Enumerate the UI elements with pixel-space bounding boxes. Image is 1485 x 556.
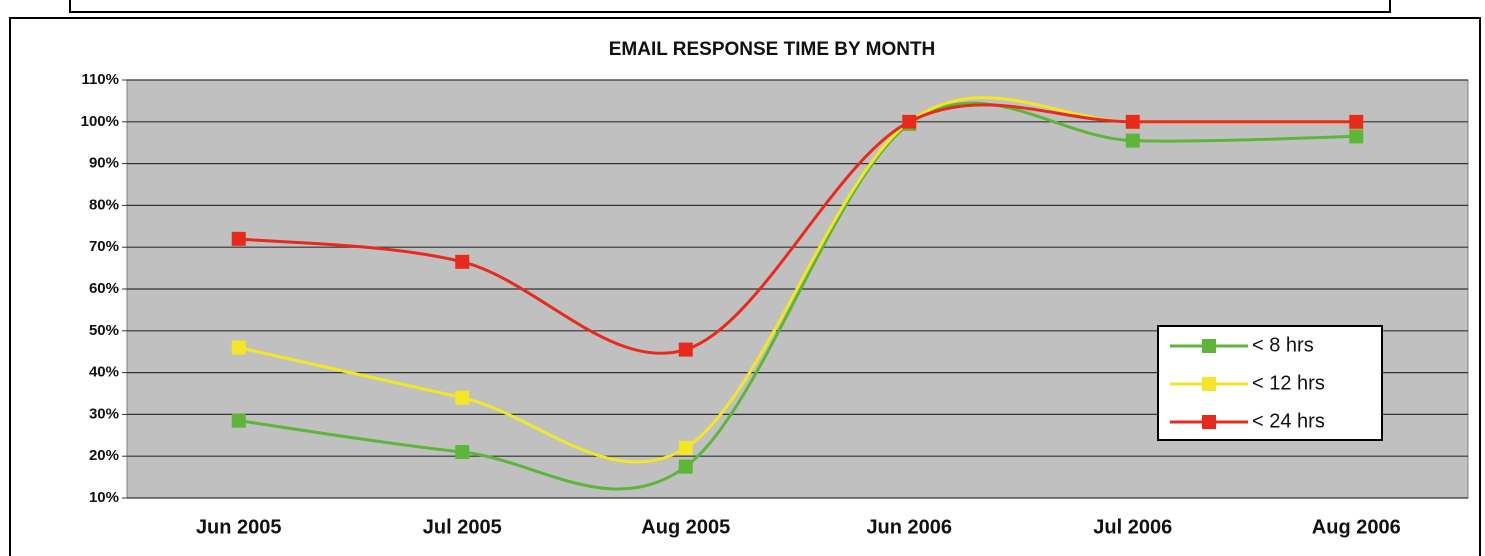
x-tick-label: Jul 2005 bbox=[423, 516, 502, 538]
data-point bbox=[455, 445, 470, 460]
y-tick-label: 80% bbox=[89, 196, 119, 213]
legend-label: < 24 hrs bbox=[1252, 410, 1325, 432]
y-tick-label: 40% bbox=[89, 364, 119, 381]
x-tick-label: Jul 2006 bbox=[1093, 516, 1172, 538]
data-point bbox=[902, 114, 917, 129]
y-tick-label: 20% bbox=[89, 447, 119, 464]
series-line bbox=[238, 103, 1357, 355]
chart-title: EMAIL RESPONSE TIME BY MONTH bbox=[609, 39, 936, 60]
legend-marker bbox=[1202, 339, 1216, 353]
y-tick-label: 70% bbox=[89, 238, 119, 255]
data-point bbox=[1349, 114, 1364, 129]
data-point bbox=[1125, 133, 1140, 148]
data-point bbox=[455, 390, 470, 405]
top-frame bbox=[69, 0, 1391, 13]
data-point bbox=[231, 413, 246, 428]
x-tick-label: Aug 2006 bbox=[1312, 516, 1401, 538]
data-point bbox=[455, 254, 470, 269]
y-tick-label: 110% bbox=[81, 71, 119, 88]
data-point bbox=[678, 459, 693, 474]
y-tick-label: 30% bbox=[89, 405, 119, 422]
legend-marker bbox=[1202, 377, 1216, 391]
y-tick-label: 90% bbox=[89, 155, 119, 172]
legend-marker bbox=[1202, 415, 1216, 429]
data-point bbox=[1349, 129, 1364, 144]
legend-label: < 12 hrs bbox=[1252, 372, 1325, 394]
legend-label: < 8 hrs bbox=[1252, 334, 1314, 356]
data-point bbox=[231, 231, 246, 246]
y-tick-label: 60% bbox=[89, 280, 119, 297]
data-point bbox=[678, 440, 693, 455]
x-tick-label: Jun 2006 bbox=[866, 516, 952, 538]
data-point bbox=[231, 340, 246, 355]
data-point bbox=[678, 342, 693, 357]
x-tick-label: Aug 2005 bbox=[641, 516, 730, 538]
y-tick-label: 50% bbox=[89, 322, 119, 339]
y-tick-label: 100% bbox=[81, 113, 119, 130]
x-tick-label: Jun 2005 bbox=[196, 516, 282, 538]
y-tick-label: 10% bbox=[89, 489, 119, 506]
data-point bbox=[1125, 114, 1140, 129]
